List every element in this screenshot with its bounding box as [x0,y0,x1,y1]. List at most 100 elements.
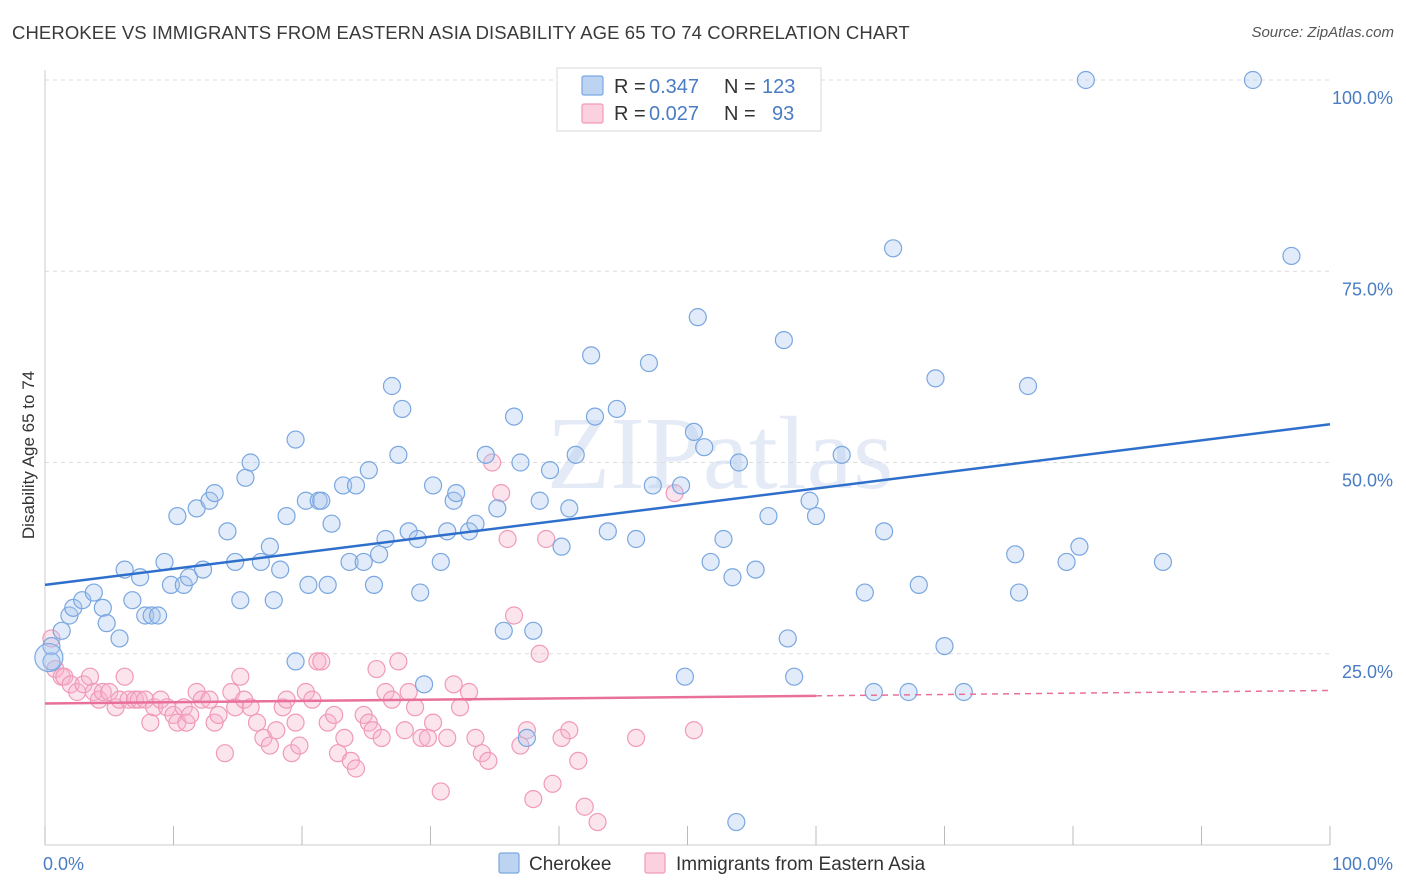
point-cherokee [346,476,366,495]
point-immigrants [335,728,354,748]
point-cherokee [806,506,826,526]
point-immigrants [372,728,391,748]
point-immigrants [399,682,418,702]
point-cherokee [236,468,255,487]
point-cherokee [376,529,395,549]
point-cherokee [447,484,466,503]
point-cherokee [954,682,973,702]
point-immigrants [93,682,112,702]
point-cherokee [883,239,903,258]
point-cherokee [639,353,659,373]
point-immigrants [325,705,344,725]
point-cherokee [84,583,103,602]
point-cherokee [494,621,513,640]
point-cherokee [168,506,187,526]
point-cherokee [701,552,720,572]
point-cherokee [312,491,331,510]
point-cherokee [136,606,155,625]
legend-n-label-2: N = [724,103,756,125]
point-cherokee [626,529,646,549]
point-cherokee [123,591,142,610]
point-cherokee [504,407,524,426]
point-immigrants [524,789,543,809]
point-immigrants [231,667,250,686]
point-cherokee [909,575,928,595]
series-immigrants-points [42,453,704,832]
point-immigrants [405,698,425,717]
legend-r-value-2: 0.027 [649,103,699,125]
point-immigrants [200,690,219,709]
point-cherokee [746,560,765,579]
point-cherokee [264,591,283,610]
point-immigrants [115,667,134,686]
point-cherokee [598,522,617,541]
y-tick-label: 75.0% [1342,279,1393,299]
top-legend: R = 0.347 N = 123 R = 0.027 N = 93 [556,67,822,132]
point-immigrants [141,713,160,732]
x-tick-label: 0.0% [43,854,84,874]
point-cherokee [714,529,733,549]
point-cherokee [393,399,412,419]
point-immigrants [438,728,457,748]
point-immigrants [241,698,260,717]
point-cherokee [566,445,585,464]
point-cherokee [552,537,571,556]
point-immigrants [286,713,305,732]
point-immigrants [552,728,571,748]
legend-n-value-2: 93 [772,103,794,125]
point-cherokee [277,506,296,526]
point-cherokee [296,491,315,510]
point-cherokee [671,476,691,495]
point-cherokee [727,812,746,832]
point-cherokee [926,369,945,388]
point-cherokee [511,453,530,472]
point-cherokee [540,461,560,480]
point-immigrants [290,736,309,755]
point-cherokee [218,522,237,541]
point-cherokee [875,522,894,541]
point-immigrants [543,774,562,793]
point-cherokee [260,537,279,556]
chart-title: CHEROKEE VS IMMIGRANTS FROM EASTERN ASIA… [12,22,910,43]
point-cherokee [42,636,61,656]
point-cherokee [93,598,112,617]
point-immigrants [395,721,414,740]
point-cherokee [1153,552,1173,572]
point-immigrants [215,744,234,763]
point-immigrants [466,728,485,748]
point-cherokee [785,667,804,686]
y-tick-label: 50.0% [1342,471,1393,491]
point-immigrants [431,782,450,801]
point-cherokee [1070,537,1089,556]
point-cherokee [161,575,181,595]
point-immigrants [209,705,228,725]
point-cherokee [675,667,695,686]
bottom-legend-swatch-cherokee [498,852,520,874]
trend-lines [44,423,1331,705]
point-cherokee [582,346,601,365]
point-immigrants [312,652,331,671]
point-cherokee [1057,552,1076,572]
point-immigrants [42,629,61,648]
legend-swatch-cherokee [581,75,604,96]
point-cherokee [286,430,305,449]
point-immigrants [626,728,646,748]
point-immigrants [129,690,148,709]
bottom-legend-immigrants: Immigrants from Eastern Asia [676,854,926,875]
point-immigrants [125,690,145,709]
point-immigrants [450,698,470,717]
point-cherokee [530,491,549,510]
point-cherokee [585,407,605,426]
point-immigrants [412,728,431,748]
point-cherokee [97,614,116,633]
legend-r-label-2: R = [614,103,646,125]
point-immigrants [684,721,704,740]
legend-r-label-1: R = [614,76,646,98]
y-tick-label: 100.0% [1332,88,1393,108]
point-immigrants [100,682,119,702]
point-cherokee [179,568,199,587]
point-cherokee [354,552,373,572]
point-cherokee [864,682,883,702]
legend-swatch-immigrants [581,103,604,124]
point-cherokee [695,438,714,457]
